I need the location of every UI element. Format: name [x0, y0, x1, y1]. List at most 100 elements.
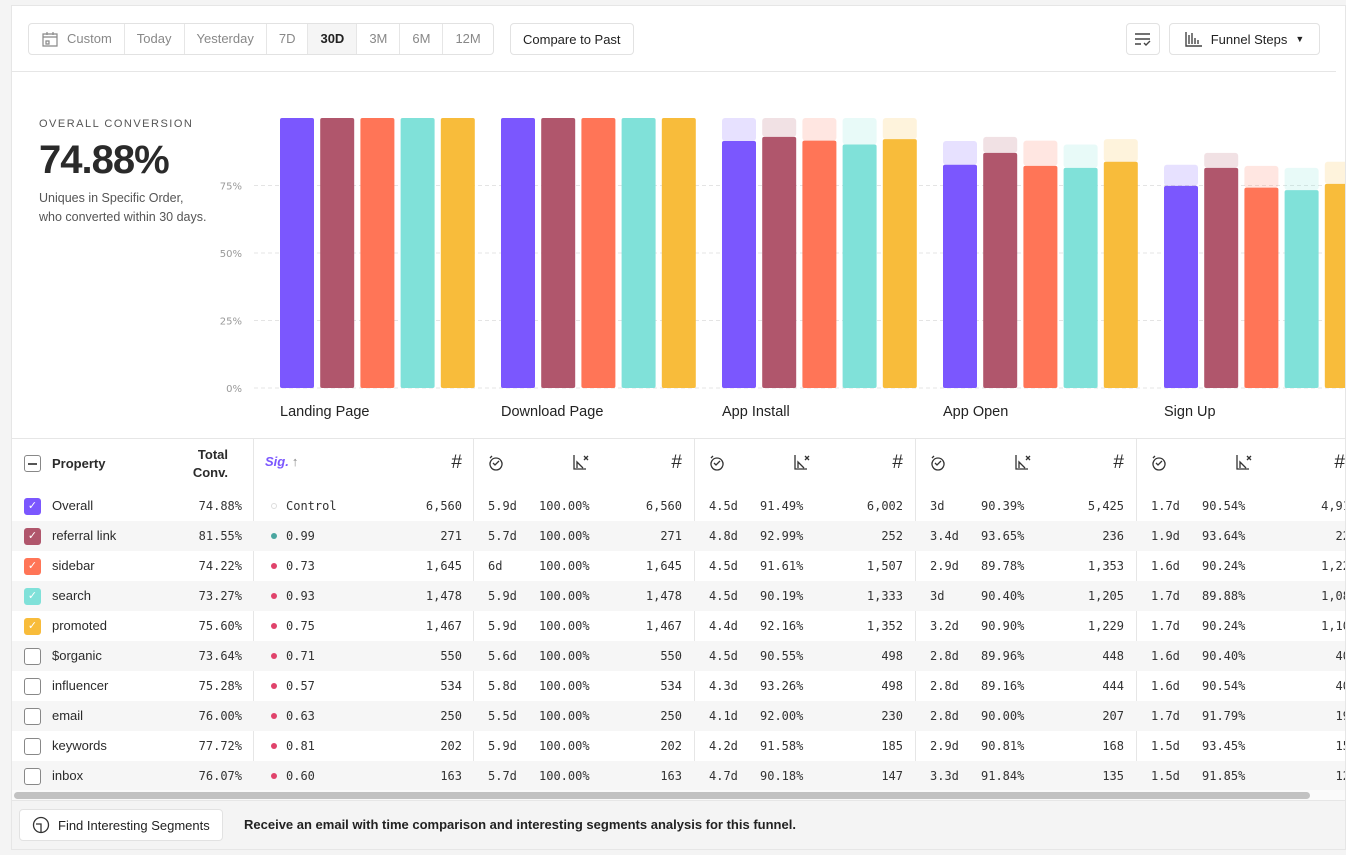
compare-to-past-button[interactable]: Compare to Past: [510, 23, 634, 55]
step-conversion-icon[interactable]: [1236, 454, 1254, 470]
step-count: 1,467: [645, 619, 682, 633]
date-range-label: Yesterday: [196, 31, 254, 46]
bar-search[interactable]: [621, 118, 656, 388]
table-row[interactable]: ✓ search 73.27% 0.93 1,478 5.9d 100.00% 1,478 4.…: [12, 581, 1345, 611]
bar-overall[interactable]: [280, 118, 314, 388]
time-to-convert-icon[interactable]: [488, 455, 504, 471]
row-checkbox[interactable]: [24, 708, 41, 725]
horizontal-scrollbar[interactable]: [12, 790, 1345, 800]
sig-header[interactable]: Sig. ↑: [265, 454, 298, 469]
total-conv-header[interactable]: Total Conv.: [192, 447, 228, 480]
step-count: 40: [1335, 679, 1345, 693]
bar-promoted[interactable]: [661, 118, 696, 388]
table-row[interactable]: ✓ referral link 81.55% 0.99 271 5.7d 100.00% 27…: [12, 521, 1345, 551]
table-row[interactable]: ✓ Overall 74.88% Control 6,560 5.9d 100.00% 6,5…: [12, 491, 1345, 521]
segment-count: 1,467: [425, 619, 462, 633]
bar-referral-link[interactable]: [983, 152, 1018, 388]
row-checkbox[interactable]: ✓: [24, 528, 41, 545]
bar-search[interactable]: [1284, 190, 1319, 388]
bar-sidebar[interactable]: [1244, 187, 1279, 388]
date-range-30d[interactable]: 30D: [308, 24, 358, 54]
bar-promoted[interactable]: [1324, 183, 1346, 388]
row-checkbox[interactable]: [24, 648, 41, 665]
date-range-custom[interactable]: Custom: [29, 24, 125, 54]
time-to-convert: 5.5d: [488, 709, 517, 723]
row-checkbox[interactable]: ✓: [24, 558, 41, 575]
bar-overall[interactable]: [1164, 185, 1198, 388]
row-checkbox[interactable]: [24, 678, 41, 695]
bar-sidebar[interactable]: [581, 118, 616, 388]
filter-list-button[interactable]: [1126, 23, 1160, 55]
table-row[interactable]: inbox 76.07% 0.60 163 5.7d 100.00% 163 4.7d 90.1…: [12, 761, 1345, 790]
bar-referral-link[interactable]: [762, 136, 797, 388]
bar-search[interactable]: [400, 118, 435, 388]
bar-referral-link[interactable]: [320, 118, 355, 388]
table-row[interactable]: ✓ promoted 75.60% 0.75 1,467 5.9d 100.00% 1,467…: [12, 611, 1345, 641]
row-checkbox[interactable]: [24, 768, 41, 785]
date-range-7d[interactable]: 7D: [267, 24, 309, 54]
bar-overall[interactable]: [722, 140, 756, 388]
time-to-convert-icon[interactable]: [1151, 455, 1167, 471]
bar-overall[interactable]: [501, 118, 535, 388]
dropoff-bar: [983, 136, 1018, 153]
column-divider: [915, 439, 916, 790]
select-all-checkbox[interactable]: [24, 455, 41, 472]
step-conversion-icon[interactable]: [1015, 454, 1033, 470]
table-row[interactable]: keywords 77.72% 0.81 202 5.9d 100.00% 202 4.2d 9…: [12, 731, 1345, 761]
step-count: 12: [1335, 769, 1345, 783]
table-row[interactable]: $organic 73.64% 0.71 550 5.6d 100.00% 550 4.5d 9…: [12, 641, 1345, 671]
table-row[interactable]: influencer 75.28% 0.57 534 5.8d 100.00% 534 4.3…: [12, 671, 1345, 701]
count-header[interactable]: #: [1113, 452, 1124, 473]
step-conversion: 100.00%: [539, 739, 590, 753]
bar-referral-link[interactable]: [1204, 167, 1239, 388]
bar-promoted[interactable]: [882, 139, 917, 388]
date-range-3m[interactable]: 3M: [357, 24, 401, 54]
dropoff-bar: [802, 118, 837, 141]
time-to-convert: 4.4d: [709, 619, 738, 633]
bar-search[interactable]: [1063, 167, 1098, 388]
table-row[interactable]: email 76.00% 0.63 250 5.5d 100.00% 250 4.1d 92.0…: [12, 701, 1345, 731]
compare-to-past-label: Compare to Past: [523, 31, 621, 47]
find-interesting-segments-button[interactable]: Find Interesting Segments: [19, 809, 223, 841]
significance-value: 0.71: [286, 649, 315, 663]
row-checkbox[interactable]: [24, 738, 41, 755]
bar-sidebar[interactable]: [802, 140, 837, 388]
date-range-6m[interactable]: 6M: [400, 24, 444, 54]
count-header[interactable]: #: [1334, 452, 1345, 473]
bar-sidebar[interactable]: [360, 118, 395, 388]
row-checkbox[interactable]: ✓: [24, 588, 41, 605]
date-range-today[interactable]: Today: [125, 24, 185, 54]
time-to-convert: 3d: [930, 589, 945, 603]
dropoff-bar: [1324, 161, 1345, 184]
date-range-12m[interactable]: 12M: [443, 24, 492, 54]
step-conversion-icon[interactable]: [794, 454, 812, 470]
y-tick-label: 50%: [220, 249, 242, 260]
funnel-chart: 0% 25% 50% 75% Landing Page Download Page App …: [220, 118, 1346, 420]
step-conversion: 93.64%: [1202, 529, 1246, 543]
date-range-label: Today: [136, 31, 172, 46]
row-checkbox[interactable]: ✓: [24, 498, 41, 515]
count-header[interactable]: #: [451, 452, 462, 473]
time-to-convert-icon[interactable]: [709, 455, 725, 471]
bar-overall[interactable]: [943, 164, 977, 388]
step-count: 5,425: [1087, 499, 1124, 513]
bar-promoted[interactable]: [440, 118, 475, 388]
significance-dot: [271, 653, 277, 659]
step-conversion-icon[interactable]: [573, 454, 591, 470]
step-conversion: 89.78%: [981, 559, 1025, 573]
count-header[interactable]: #: [892, 452, 903, 473]
date-range-yesterday[interactable]: Yesterday: [185, 24, 267, 54]
row-checkbox[interactable]: ✓: [24, 618, 41, 635]
table-row[interactable]: ✓ sidebar 74.22% 0.73 1,645 6d 100.00% 1,645 4.5…: [12, 551, 1345, 581]
bar-sidebar[interactable]: [1023, 165, 1058, 388]
bar-promoted[interactable]: [1103, 161, 1138, 388]
bar-search[interactable]: [842, 144, 877, 388]
segment-count: 163: [440, 769, 462, 783]
property-header[interactable]: Property: [52, 456, 106, 471]
count-header[interactable]: #: [671, 452, 682, 473]
scrollbar-thumb[interactable]: [14, 792, 1310, 799]
bar-referral-link[interactable]: [541, 118, 576, 388]
view-selector-dropdown[interactable]: Funnel Steps ▼: [1169, 23, 1320, 55]
step-count: 1,10: [1321, 619, 1345, 633]
time-to-convert-icon[interactable]: [930, 455, 946, 471]
